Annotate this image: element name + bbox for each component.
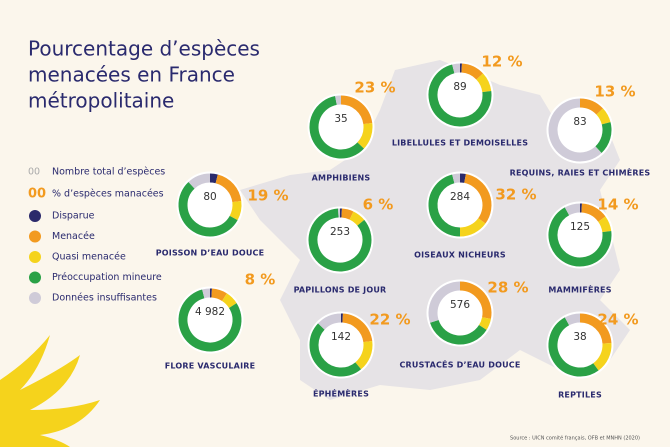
title: Pourcentage d’espèces	[28, 37, 260, 61]
group-name: OISEAUX NICHEURS	[414, 251, 506, 260]
species-total: 253	[330, 226, 350, 238]
legend-swatch	[29, 271, 41, 284]
donut-segment	[459, 217, 486, 237]
threatened-percent: 13 %	[594, 83, 635, 101]
legend-swatch	[29, 230, 41, 243]
donut-segment	[349, 211, 365, 226]
threatened-percent: 28 %	[487, 279, 528, 297]
donut-segment	[581, 203, 606, 223]
donut-segment	[309, 96, 364, 159]
threatened-percent: 23 %	[354, 79, 395, 97]
legend-label: Préoccupation mineure	[52, 272, 162, 283]
donut-segment	[209, 173, 218, 184]
donut-segment	[476, 73, 492, 93]
donut-segment	[592, 343, 612, 371]
legend-label: Données insuffisantes	[52, 293, 157, 304]
donut-segment	[595, 122, 612, 153]
donut-segment	[548, 98, 602, 162]
threatened-percent: 12 %	[481, 53, 522, 71]
donut-segment	[452, 173, 461, 184]
donut-segment	[318, 313, 342, 330]
donut-segment	[178, 182, 238, 237]
group-name: FLORE VASCULAIRE	[165, 362, 256, 371]
donut-segment	[308, 208, 372, 272]
legend-swatch	[29, 292, 41, 304]
donut-segment	[188, 173, 211, 189]
donut-segment	[564, 203, 581, 216]
group-name: AMPHIBIENS	[312, 174, 371, 183]
legend-label: Disparue	[52, 211, 95, 222]
donut-segment	[202, 288, 211, 299]
donut-segment	[428, 174, 461, 237]
donut-segment	[215, 174, 242, 203]
legend-label: Nombre total d’espèces	[52, 167, 165, 178]
threatened-percent: 8 %	[245, 271, 276, 289]
species-total: 83	[573, 116, 586, 128]
donut-segment	[221, 293, 237, 309]
threatened-percent: 14 %	[597, 196, 638, 214]
source: Source : UICN comité français, OFB et MN…	[510, 435, 640, 442]
group-name: CRUSTACÉS D’EAU DOUCE	[399, 359, 520, 370]
donut-segment	[548, 317, 599, 377]
species-total: 38	[573, 331, 586, 343]
species-total: 35	[334, 113, 347, 125]
donut-segment	[463, 174, 492, 224]
threatened-percent: 22 %	[369, 311, 410, 329]
title: métropolitaine	[28, 89, 174, 113]
group-name: REQUINS, RAIES ET CHIMÈRES	[510, 167, 651, 178]
donut-segment	[357, 123, 373, 149]
donut-segment	[178, 289, 242, 352]
legend-label: Menacée	[52, 231, 95, 242]
species-total: 4 982	[195, 306, 225, 318]
donut-segment	[355, 341, 373, 370]
legend-swatch	[29, 210, 41, 222]
donut-segment	[428, 281, 461, 323]
group-name: PAPILLONS DE JOUR	[294, 286, 387, 295]
species-total: 576	[450, 299, 470, 311]
group-name: MAMMIFÈRES	[548, 284, 611, 295]
donut-segment	[579, 98, 603, 115]
species-total: 80	[203, 191, 216, 203]
donut-segment	[229, 201, 242, 221]
donut-segment	[342, 313, 373, 343]
group-name: ÉPHÉMÈRES	[313, 388, 369, 399]
threatened-percent: 6 %	[363, 196, 394, 214]
group-name: LIBELLULES ET DEMOISELLES	[392, 139, 528, 148]
species-total: 125	[570, 221, 590, 233]
threatened-percent: 24 %	[597, 311, 638, 329]
donut-segment	[430, 319, 487, 345]
threatened-percent: 32 %	[495, 186, 536, 204]
legend-symbol: 00	[28, 187, 46, 202]
donut-segment	[452, 63, 461, 74]
species-total: 142	[331, 331, 351, 343]
donut-segment	[341, 208, 354, 220]
palm-leaves	[0, 335, 100, 447]
legend-label: Quasi menacée	[52, 252, 126, 263]
donut-segment	[579, 313, 612, 344]
title: menacées en France	[28, 63, 235, 87]
donut-segment	[428, 64, 492, 127]
donut-segment	[564, 313, 581, 326]
legend-symbol: 00	[28, 167, 40, 178]
donut-segment	[211, 288, 227, 302]
species-total: 89	[453, 81, 466, 93]
donut-segment	[461, 63, 483, 80]
donut-segment	[596, 108, 611, 125]
donut-segment	[598, 216, 612, 233]
group-name: POISSON D’EAU DOUCE	[156, 249, 265, 258]
threatened-percent: 19 %	[247, 187, 288, 205]
species-total: 284	[450, 191, 470, 203]
donut-segment	[459, 281, 492, 319]
legend-swatch	[29, 251, 41, 263]
donut-segment	[548, 207, 612, 267]
donut-segment	[340, 95, 373, 125]
donut-segment	[478, 317, 491, 330]
group-name: REPTILES	[558, 391, 602, 400]
donut-segment	[309, 323, 362, 377]
legend-label: % d’espèces manacées	[52, 189, 164, 200]
